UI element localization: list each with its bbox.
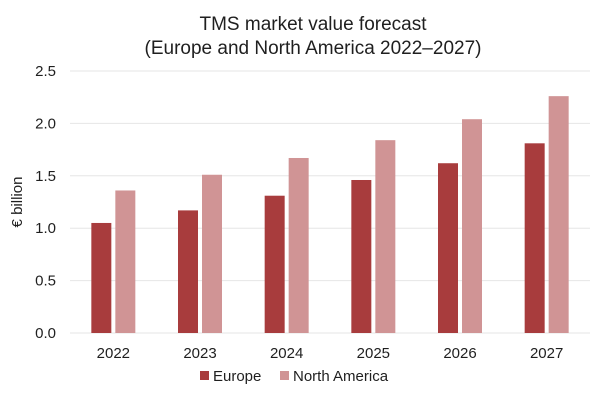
y-tick-label: 1.0 xyxy=(35,220,56,237)
y-tick-label: 0.0 xyxy=(35,325,56,342)
y-tick-label: 1.5 xyxy=(35,168,56,185)
x-tick-label: 2023 xyxy=(183,345,216,362)
bar-north-america-2022 xyxy=(115,190,136,333)
bar-europe-2025 xyxy=(351,179,372,333)
y-tick-labels: 0.0 0.5 1.0 1.5 2.0 2.5 xyxy=(35,63,56,342)
x-tick-label: 2022 xyxy=(97,345,130,362)
legend-swatch-europe xyxy=(200,371,209,380)
grid-lines xyxy=(70,70,590,334)
bar-north-america-2026 xyxy=(462,119,482,333)
bar-north-america-2023 xyxy=(202,174,222,333)
bar-europe-2024 xyxy=(264,195,285,333)
chart-subtitle: (Europe and North America 2022–2027) xyxy=(145,38,482,59)
bar-europe-2022 xyxy=(91,222,112,333)
y-tick-label: 0.5 xyxy=(35,273,56,290)
legend-label-europe: Europe xyxy=(213,368,261,385)
y-axis-label: € billion xyxy=(9,177,26,228)
bars xyxy=(91,96,569,333)
legend-swatch-north-america xyxy=(280,371,289,380)
y-tick-label: 2.5 xyxy=(35,63,56,80)
x-tick-labels: 2022 2023 2024 2025 2026 2027 xyxy=(97,345,564,362)
bar-europe-2027 xyxy=(524,143,545,333)
bar-north-america-2024 xyxy=(288,157,309,333)
x-tick-label: 2025 xyxy=(357,345,390,362)
chart-title: TMS market value forecast xyxy=(199,14,427,35)
bar-north-america-2027 xyxy=(548,96,569,333)
bar-north-america-2025 xyxy=(375,140,396,333)
x-tick-label: 2026 xyxy=(443,345,476,362)
legend: Europe North America xyxy=(200,368,389,385)
y-tick-label: 2.0 xyxy=(35,115,56,132)
x-tick-label: 2027 xyxy=(530,345,563,362)
x-tick-label: 2024 xyxy=(270,345,303,362)
bar-europe-2026 xyxy=(438,163,458,333)
bar-europe-2023 xyxy=(178,210,198,333)
legend-label-north-america: North America xyxy=(293,368,389,385)
